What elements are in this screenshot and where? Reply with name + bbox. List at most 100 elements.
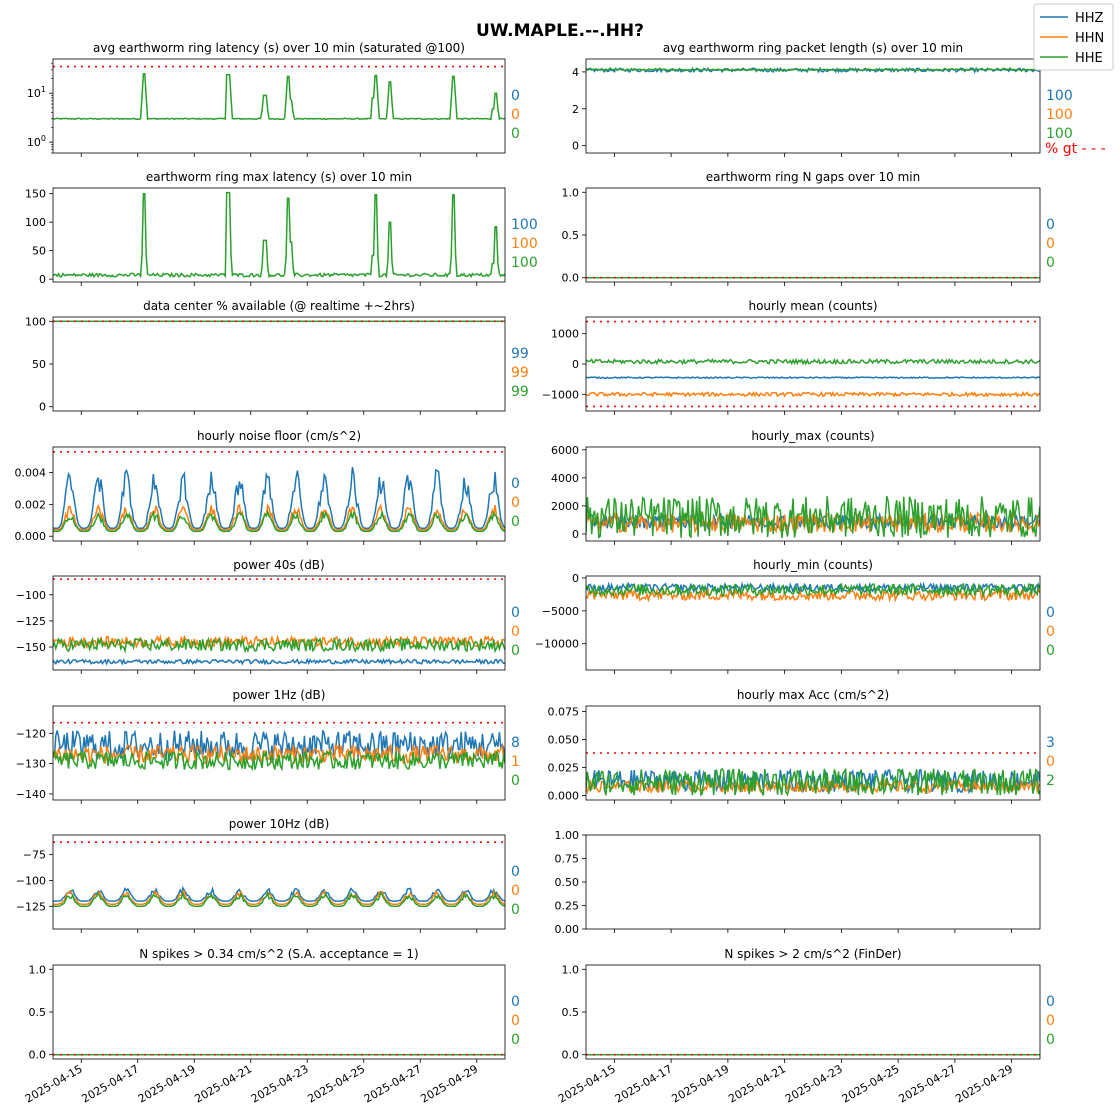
y-tick-label: −125	[16, 615, 46, 628]
pct-gt-label-hhe: 0	[511, 1032, 520, 1048]
y-tick-label: 1.0	[562, 963, 580, 976]
subplot-p4: data center % available (@ realtime +~2h…	[25, 299, 529, 415]
y-tick-label: 0	[39, 273, 46, 286]
axes-frame	[52, 834, 506, 930]
x-tick-label: 2025-04-21	[192, 1062, 254, 1105]
legend-label-hhz: HHZ	[1075, 11, 1104, 26]
y-tick-label: −120	[16, 727, 46, 740]
pct-gt-label-hhe: 0	[1046, 255, 1055, 271]
y-tick-label: 50	[32, 358, 46, 371]
x-tick-label: 2025-04-27	[362, 1062, 424, 1105]
pct-gt-label-hhz: 0	[511, 994, 520, 1010]
pct-gt-label-hhe: 100	[511, 255, 538, 271]
plot-area	[53, 578, 505, 666]
axes-frame	[585, 834, 1041, 930]
plot-area	[586, 581, 1040, 603]
y-tick-label: 1000	[551, 328, 579, 341]
y-tick-label: 0.0	[29, 1049, 47, 1062]
subplot-title: earthworm ring N gaps over 10 min	[706, 170, 920, 184]
subplot-title: N spikes > 0.34 cm/s^2 (S.A. acceptance …	[139, 947, 418, 961]
x-tick-label: 2025-04-21	[726, 1062, 788, 1105]
panels: avg earthworm ring latency (s) over 10 m…	[15, 41, 1106, 1106]
pct-gt-label-hhz: 0	[1046, 217, 1055, 233]
y-tick-label: −75	[23, 849, 46, 862]
y-tick-label: 0	[572, 140, 579, 153]
subplot-p14: N spikes > 0.34 cm/s^2 (S.A. acceptance …	[23, 947, 520, 1106]
axes-frame	[585, 705, 1041, 801]
y-tick-label: 0.004	[15, 466, 47, 479]
plot-area	[586, 752, 1040, 797]
pct-gt-label-hhe: 0	[1046, 1032, 1055, 1048]
plot-area	[586, 320, 1040, 408]
subplot-title: N spikes > 2 cm/s^2 (FinDer)	[724, 947, 901, 961]
y-tick-label: −150	[16, 641, 46, 654]
subplot-p11: hourly max Acc (cm/s^2) 0.000 0.025 0.050 0.…	[548, 688, 1055, 804]
subplot-p9: hourly_min (counts) −10000 −5000 0 0 0 0	[535, 558, 1055, 674]
figure-title: UW.MAPLE.--.HH?	[476, 21, 644, 41]
subplot-p2: earthworm ring max latency (s) over 10 m…	[25, 170, 538, 286]
y-tick-label: −5000	[542, 605, 579, 618]
y-tick-label: 1.0	[29, 963, 47, 976]
subplot-title: hourly_min (counts)	[753, 558, 873, 572]
x-tick-label: 2025-04-19	[670, 1062, 732, 1105]
y-tick-label: 0.000	[548, 790, 580, 803]
subplot-title: hourly_max (counts)	[751, 429, 874, 443]
series-hhe	[586, 767, 1040, 797]
series-hhz	[53, 885, 505, 902]
subplot-p3: earthworm ring N gaps over 10 min 0.0 0.5 1…	[562, 170, 1055, 286]
y-tick-label: 0.0	[562, 1049, 580, 1062]
pct-gt-label-hhn: 1	[511, 754, 520, 770]
plot-area	[53, 841, 505, 908]
series-hhn	[586, 390, 1040, 398]
subplot-title: data center % available (@ realtime +~2h…	[143, 299, 415, 313]
series-hhn	[586, 510, 1040, 536]
axes-frame	[585, 58, 1041, 154]
series-hhe	[53, 191, 505, 279]
subplot-p0: avg earthworm ring latency (s) over 10 m…	[27, 41, 520, 157]
series-hhe	[53, 636, 505, 654]
pct-gt-label-hhn: 0	[511, 624, 520, 640]
y-tick-label: 0.75	[555, 853, 580, 866]
pct-gt-label-hhe: 0	[511, 902, 520, 918]
x-tick-label: 2025-04-17	[79, 1062, 141, 1105]
subplot-title: avg earthworm ring packet length (s) ove…	[663, 41, 963, 55]
series-hhe	[586, 495, 1040, 539]
y-tick-label: 0	[572, 572, 579, 585]
axes-frame	[52, 964, 506, 1060]
plot-area	[53, 65, 505, 121]
pct-gt-label-hhn: 0	[1046, 236, 1055, 252]
plot-area	[53, 721, 505, 772]
x-tick-label: 2025-04-29	[953, 1062, 1015, 1105]
pct-gt-label-hhz: 0	[1046, 994, 1055, 1010]
pct-gt-label-hhe: 99	[511, 384, 529, 400]
pct-gt-label-hhz: 8	[511, 735, 520, 751]
y-tick-label: 2000	[551, 500, 579, 513]
axes-frame	[585, 964, 1041, 1060]
axes-frame	[52, 705, 506, 801]
y-tick-label: 0	[572, 528, 579, 541]
y-tick-label: 101	[27, 85, 46, 100]
series-hhn	[586, 587, 1040, 603]
legend-box	[1033, 3, 1114, 71]
y-tick-label: 50	[32, 245, 46, 258]
subplot-title: earthworm ring max latency (s) over 10 m…	[146, 170, 412, 184]
subplot-title: power 1Hz (dB)	[233, 688, 326, 702]
y-tick-label: 0.025	[548, 762, 580, 775]
y-tick-label: −100	[16, 589, 46, 602]
pct-gt-label-hhz: 0	[511, 476, 520, 492]
pct-gt-label-hhn: 0	[511, 883, 520, 899]
x-tick-label: 2025-04-15	[556, 1062, 618, 1105]
legend-label-hhe: HHE	[1075, 51, 1103, 66]
y-tick-label: 150	[25, 188, 46, 201]
pct-gt-label-hhn: 0	[511, 1013, 520, 1029]
series-hhe	[53, 749, 505, 772]
y-tick-label: −100	[16, 874, 46, 887]
pct-gt-label-hhn: 100	[511, 236, 538, 252]
axes-frame	[585, 316, 1041, 412]
pct-gt-label-hhn: 0	[1046, 624, 1055, 640]
y-tick-label: 100	[25, 216, 46, 229]
subplot-title: power 40s (dB)	[233, 558, 324, 572]
y-tick-label: 6000	[551, 444, 579, 457]
subplot-title: hourly noise floor (cm/s^2)	[197, 429, 361, 443]
